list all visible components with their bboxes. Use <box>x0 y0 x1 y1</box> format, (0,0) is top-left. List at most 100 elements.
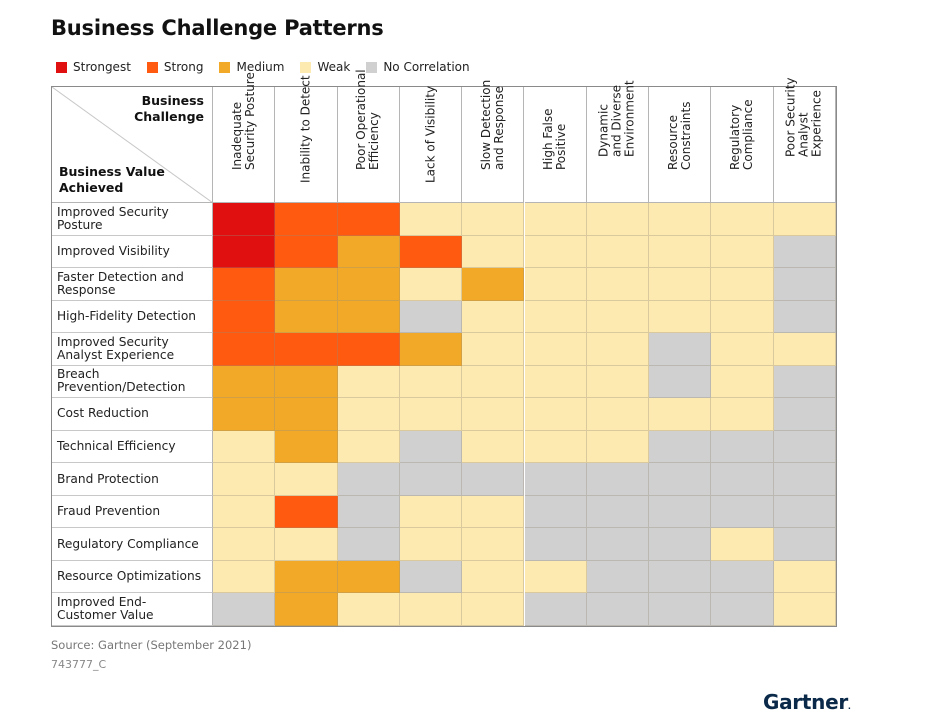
column-header: Lack of Visibility <box>399 86 463 203</box>
heatmap-cell-weak <box>399 398 463 431</box>
row-header: Resource Optimizations <box>52 560 213 594</box>
heatmap-cell-none <box>213 593 276 626</box>
heatmap-cell-weak <box>213 495 276 529</box>
heatmap-cell-none <box>399 300 463 334</box>
legend-item-medium: Medium <box>219 60 284 74</box>
heatmap-cell-weak <box>337 365 400 399</box>
heatmap-cell-weak <box>213 560 276 594</box>
row-header: Breach Prevention/Detection <box>52 365 213 399</box>
heatmap-cell-medium <box>275 560 338 594</box>
heatmap-cell-weak <box>462 495 525 529</box>
heatmap-cell-weak <box>462 593 525 626</box>
heatmap-cell-weak <box>586 300 650 334</box>
legend-swatch-strongest <box>56 61 67 73</box>
heatmap-cell-weak <box>649 398 712 431</box>
row-header: Improved Visibility <box>52 235 213 269</box>
legend: Strongest Strong Medium Weak No Correlation <box>56 60 486 74</box>
heatmap-cell-weak <box>337 430 400 464</box>
row-header: Technical Efficiency <box>52 430 213 464</box>
heatmap-cell-weak <box>524 560 587 594</box>
heatmap-cell-none <box>524 528 587 561</box>
heatmap-cell-weak <box>649 268 712 301</box>
heatmap-cell-none <box>586 528 650 561</box>
heatmap-cell-medium <box>275 300 338 334</box>
heatmap-cell-weak <box>773 203 836 236</box>
heatmap-cell-weak <box>711 365 774 399</box>
heatmap-cell-weak <box>711 268 774 301</box>
heatmap-cell-none <box>649 560 712 594</box>
heatmap-cell-medium <box>275 268 338 301</box>
logo-text: Gartner <box>763 690 848 714</box>
heatmap-cell-weak <box>213 463 276 496</box>
heatmap-cell-weak <box>399 365 463 399</box>
document-id: 743777_C <box>51 658 107 671</box>
column-header-label: High False Positive <box>541 108 569 170</box>
heatmap-cell-weak <box>773 333 836 366</box>
heatmap-cell-none <box>711 495 774 529</box>
column-header: Inadequate Security Posture <box>213 72 276 203</box>
heatmap-cell-none <box>711 560 774 594</box>
heatmap-cell-none <box>337 495 400 529</box>
row-header: Cost Reduction <box>52 398 213 431</box>
row-header: Regulatory Compliance <box>52 528 213 561</box>
heatmap-cell-weak <box>213 528 276 561</box>
heatmap-cell-none <box>524 463 587 496</box>
heatmap-cell-weak <box>462 300 525 334</box>
heatmap-cell-none <box>773 430 836 464</box>
legend-item-strongest: Strongest <box>56 60 131 74</box>
heatmap-cell-strong <box>213 333 276 366</box>
heatmap-cell-weak <box>586 398 650 431</box>
heatmap-cell-weak <box>773 560 836 594</box>
column-header-label: Slow Detection and Response <box>478 79 506 170</box>
heatmap-cell-strong <box>275 495 338 529</box>
legend-item-strong: Strong <box>146 60 203 74</box>
heatmap-cell-weak <box>213 430 276 464</box>
legend-item-none: No Correlation <box>366 60 470 74</box>
column-header: Inability to Detect <box>275 75 338 203</box>
column-header: Slow Detection and Response <box>462 80 525 203</box>
heatmap-cell-none <box>773 365 836 399</box>
legend-label: No Correlation <box>383 60 470 74</box>
column-header-label: Resource Constraints <box>665 101 693 170</box>
row-header: Improved End- Customer Value <box>52 593 213 626</box>
heatmap-cell-strong <box>275 235 338 269</box>
row-header: High-Fidelity Detection <box>52 300 213 334</box>
heatmap-grid: Business Challenge Business Value Achiev… <box>51 69 837 627</box>
heatmap-cell-none <box>649 430 712 464</box>
gartner-logo: Gartner. <box>763 690 851 714</box>
heatmap-cell-none <box>649 333 712 366</box>
heatmap-cell-strongest <box>213 235 276 269</box>
heatmap-cell-medium <box>337 300 400 334</box>
heatmap-cell-weak <box>586 268 650 301</box>
heatmap-cell-weak <box>337 398 400 431</box>
column-header-label: Poor Operational Efficiency <box>354 69 382 170</box>
heatmap-cell-strong <box>275 333 338 366</box>
heatmap-cell-none <box>649 495 712 529</box>
column-header-label: Inability to Detect <box>298 75 313 183</box>
heatmap-cell-weak <box>524 398 587 431</box>
column-header: High False Positive <box>524 87 587 203</box>
heatmap-cell-medium <box>275 430 338 464</box>
column-header-label: Dynamic and Diverse Environment <box>596 80 637 157</box>
heatmap-cell-weak <box>711 528 774 561</box>
heatmap-cell-none <box>773 235 836 269</box>
chart-title: Business Challenge Patterns <box>51 16 384 40</box>
heatmap-cell-weak <box>711 398 774 431</box>
heatmap-cell-strong <box>275 203 338 236</box>
heatmap-cell-weak <box>586 235 650 269</box>
column-header: Regulatory Compliance <box>711 87 774 203</box>
heatmap-cell-weak <box>524 365 587 399</box>
heatmap-cell-none <box>773 463 836 496</box>
heatmap-cell-none <box>586 560 650 594</box>
heatmap-cell-weak <box>462 528 525 561</box>
heatmap-cell-medium <box>337 268 400 301</box>
heatmap-cell-none <box>773 528 836 561</box>
heatmap-cell-none <box>649 528 712 561</box>
heatmap-cell-weak <box>649 300 712 334</box>
heatmap-cell-medium <box>275 593 338 626</box>
heatmap-cell-weak <box>524 333 587 366</box>
row-axis-label: Business Value Achieved <box>59 164 165 195</box>
heatmap-cell-weak <box>524 430 587 464</box>
heatmap-cell-medium <box>275 398 338 431</box>
heatmap-cell-none <box>711 593 774 626</box>
